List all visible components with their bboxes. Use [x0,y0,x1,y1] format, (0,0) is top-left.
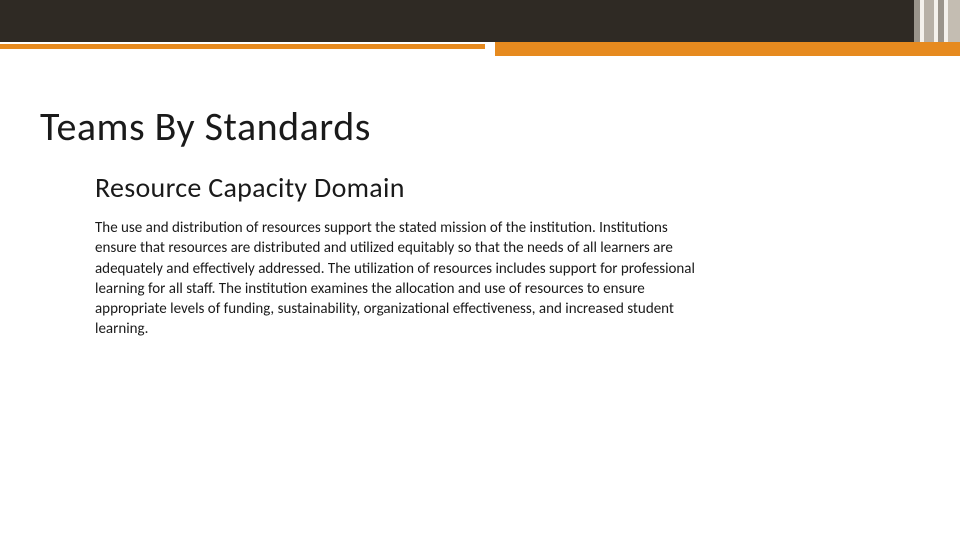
slide-body-text: The use and distribution of resources su… [95,218,705,340]
top-right-stripes [914,0,960,42]
slide-title: Teams By Standards [40,102,371,151]
slide-subtitle: Resource Capacity Domain [95,170,405,205]
top-stripe [948,0,960,42]
slide: Teams By Standards Resource Capacity Dom… [0,0,960,540]
top-dark-bar [0,0,960,42]
orange-accent-thick [495,42,960,56]
orange-accent-thin [0,44,485,49]
top-stripe [924,0,934,42]
